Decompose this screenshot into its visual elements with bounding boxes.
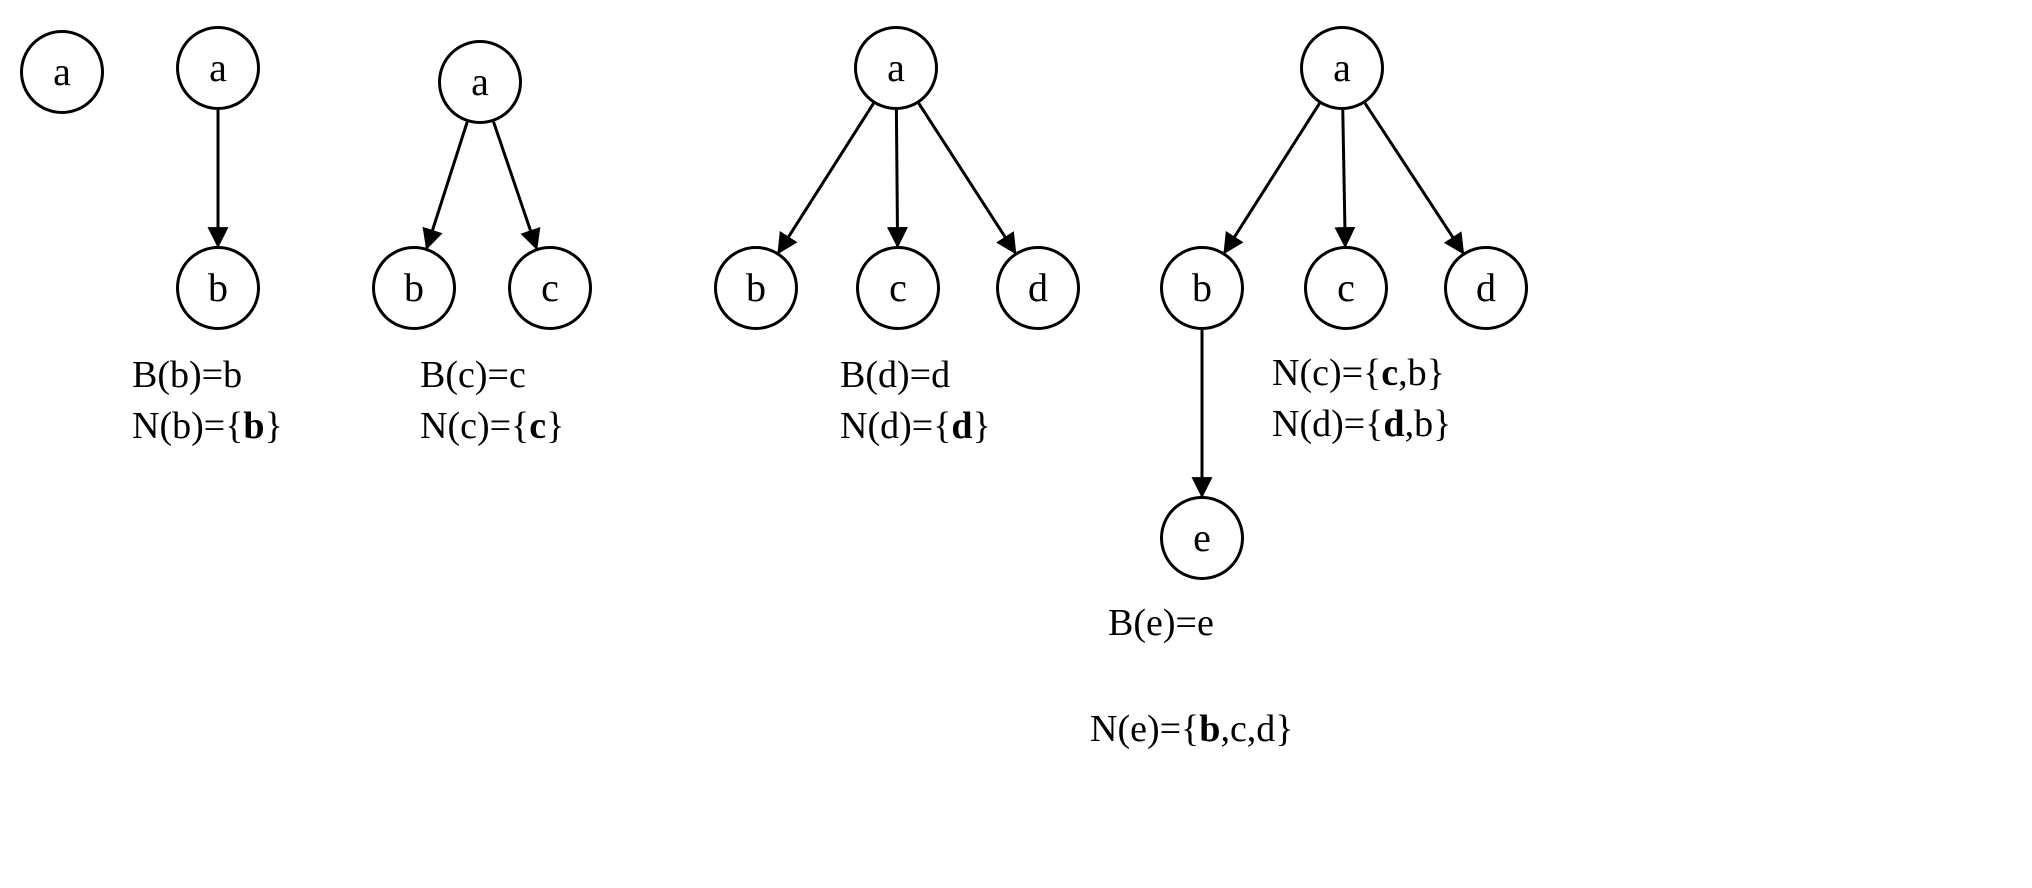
- node-label: c: [541, 268, 559, 308]
- tree-node-t3_b: b: [372, 246, 456, 330]
- node-label: b: [404, 268, 424, 308]
- caption-line: N(d)={d}: [840, 401, 991, 452]
- caption: N(e)={b,c,d}: [1090, 704, 1294, 755]
- node-label: d: [1476, 268, 1496, 308]
- node-label: a: [53, 52, 71, 92]
- edge: [427, 122, 467, 248]
- edge: [1343, 110, 1345, 246]
- edge: [494, 122, 537, 248]
- tree-node-t5_b: b: [1160, 246, 1244, 330]
- tree-node-t2_a: a: [176, 26, 260, 110]
- caption-line: N(e)={b,c,d}: [1090, 704, 1294, 755]
- node-label: c: [889, 268, 907, 308]
- caption-line: B(d)=d: [840, 350, 991, 401]
- tree-node-t4_a: a: [854, 26, 938, 110]
- edge: [1225, 103, 1320, 252]
- tree-node-t5_a: a: [1300, 26, 1384, 110]
- node-label: e: [1193, 518, 1211, 558]
- node-label: b: [208, 268, 228, 308]
- node-label: c: [1337, 268, 1355, 308]
- edge: [896, 110, 897, 246]
- node-label: a: [471, 62, 489, 102]
- tree-node-t5_e: e: [1160, 496, 1244, 580]
- caption-line: B(e)=e: [1108, 598, 1214, 649]
- tree-node-t4_b: b: [714, 246, 798, 330]
- node-label: d: [1028, 268, 1048, 308]
- caption: N(c)={c,b}N(d)={d,b}: [1272, 348, 1451, 451]
- caption-line: B(c)=c: [420, 350, 564, 401]
- edges-layer: [0, 0, 2032, 888]
- node-label: a: [887, 48, 905, 88]
- edge: [1365, 103, 1463, 253]
- node-label: a: [1333, 48, 1351, 88]
- caption: B(c)=cN(c)={c}: [420, 350, 564, 453]
- caption-line: N(c)={c}: [420, 401, 564, 452]
- tree-node-t3_a: a: [438, 40, 522, 124]
- caption-line: N(b)={b}: [132, 401, 283, 452]
- caption: B(b)=bN(b)={b}: [132, 350, 283, 453]
- tree-node-t5_c: c: [1304, 246, 1388, 330]
- tree-diagram-canvas: aababcabcdabcde B(b)=bN(b)={b}B(c)=cN(c)…: [0, 0, 2032, 888]
- caption: B(e)=e: [1108, 598, 1214, 649]
- tree-node-t3_c: c: [508, 246, 592, 330]
- tree-node-t5_d: d: [1444, 246, 1528, 330]
- caption-line: B(b)=b: [132, 350, 283, 401]
- tree-node-t4_d: d: [996, 246, 1080, 330]
- node-label: b: [746, 268, 766, 308]
- tree-node-t1_a: a: [20, 30, 104, 114]
- edge: [779, 103, 874, 252]
- caption: B(d)=dN(d)={d}: [840, 350, 991, 453]
- node-label: b: [1192, 268, 1212, 308]
- node-label: a: [209, 48, 227, 88]
- tree-node-t4_c: c: [856, 246, 940, 330]
- tree-node-t2_b: b: [176, 246, 260, 330]
- edge: [919, 103, 1015, 252]
- caption-line: N(c)={c,b}: [1272, 348, 1451, 399]
- caption-line: N(d)={d,b}: [1272, 399, 1451, 450]
